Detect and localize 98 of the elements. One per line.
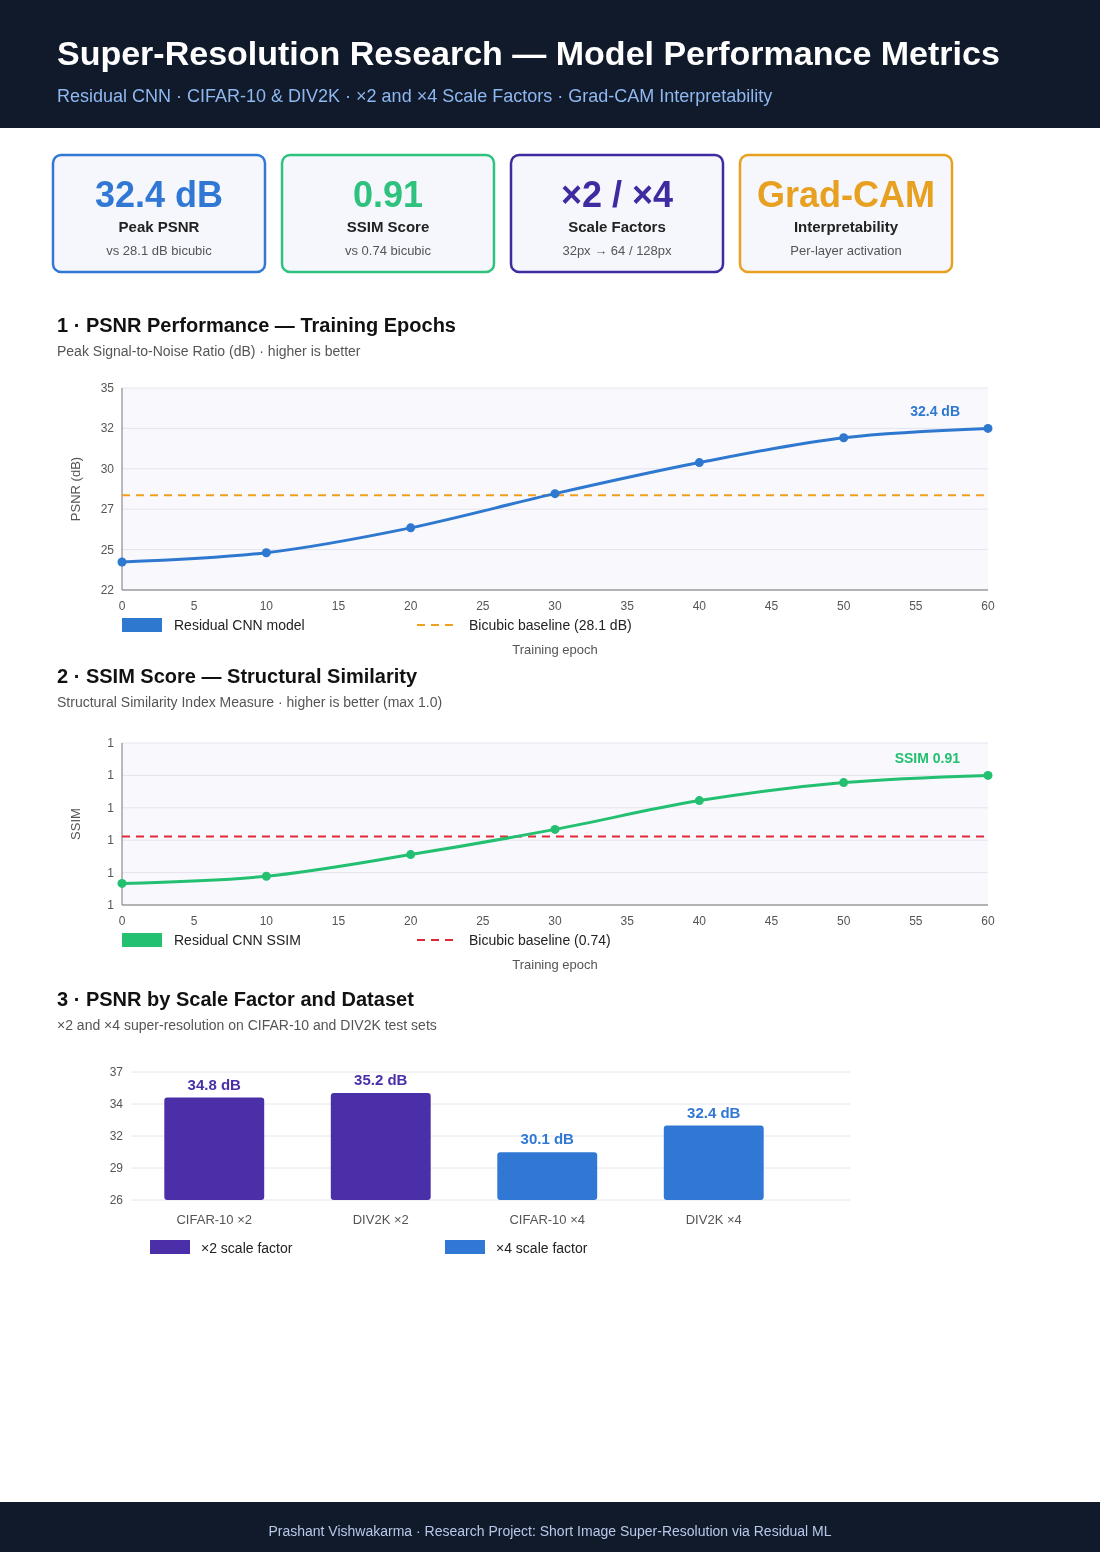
y-tick-label: 29 [109, 1161, 124, 1175]
x-tick-label: 25 [476, 599, 490, 613]
text: 32px → 64 / 128px [562, 243, 673, 258]
data-label: 35.2 dB [354, 1070, 408, 1088]
point [694, 796, 704, 806]
text: ×2 / ×4 [560, 174, 674, 215]
point [550, 489, 560, 499]
chart-title: 1 · PSNR Performance — Training Epochs [57, 314, 456, 336]
legend-label: ×4 scale factor [496, 1240, 588, 1256]
x-tick-label: 30 [548, 914, 562, 928]
point [550, 824, 560, 834]
y-tick-label: 34 [109, 1097, 124, 1111]
y-tick-label: 27 [100, 502, 115, 517]
x-tick-label: 0 [118, 599, 126, 613]
text: vs 0.74 bicubic [345, 243, 432, 258]
x-tick-label: 40 [692, 914, 707, 928]
x-axis-title: Training epoch [512, 642, 598, 657]
text: Peak PSNR [118, 218, 200, 235]
point [261, 871, 271, 881]
legend-label: Bicubic baseline (28.1 dB) [469, 617, 632, 633]
x-tick-label: 50 [836, 914, 851, 928]
x-tick-label: 50 [836, 599, 851, 613]
chart-subtitle: Peak Signal-to-Noise Ratio (dB) · higher is better [57, 343, 361, 359]
annotation: 32.4 dB [910, 403, 960, 420]
x-tick-label: 25 [476, 914, 490, 928]
text: Interpretability [793, 218, 899, 235]
x-tick-label: 55 [909, 599, 923, 613]
x-tick-label: 5 [190, 914, 198, 928]
x-tick-label: 10 [259, 914, 274, 928]
x-tick-label: CIFAR-10 ×2 [176, 1212, 253, 1227]
point [261, 548, 271, 558]
point [406, 523, 416, 533]
x-tick-label: 20 [403, 914, 418, 928]
chart-title: 3 · PSNR by Scale Factor and Dataset [57, 988, 415, 1010]
y-tick-label: 30 [100, 461, 115, 476]
y-tick-label: 1 [107, 800, 115, 815]
x-tick-label: DIV2K ×4 [685, 1212, 742, 1227]
y-tick-label: 22 [100, 583, 115, 597]
point [117, 878, 127, 888]
y-axis-title: SSIM [68, 808, 83, 840]
text: Scale Factors [568, 218, 666, 235]
point [983, 423, 993, 433]
text: vs 28.1 dB bicubic [106, 243, 213, 258]
y-tick-label: 1 [107, 768, 115, 783]
point [117, 557, 127, 567]
y-axis-title: PSNR (dB) [68, 456, 83, 522]
x-tick-label: CIFAR-10 ×4 [509, 1212, 586, 1227]
x-tick-label: 60 [981, 599, 995, 613]
point [839, 433, 849, 443]
point [983, 770, 993, 780]
text: Grad-CAM [757, 174, 935, 215]
data-label: 34.8 dB [187, 1075, 242, 1093]
y-tick-label: 32 [109, 1129, 124, 1143]
x-tick-label: 45 [764, 599, 779, 613]
point [839, 778, 849, 788]
x-tick-label: 30 [548, 599, 562, 613]
x-tick-label: 60 [981, 914, 995, 928]
text: 32.4 dB [94, 174, 224, 215]
x-tick-label: 15 [331, 599, 346, 613]
y-tick-label: 1 [107, 865, 115, 880]
x-tick-label: 5 [190, 599, 198, 613]
chart-subtitle: Structural Similarity Index Measure · higher is better (max 1.0) [57, 694, 443, 710]
data-label: 32.4 dB [687, 1103, 741, 1121]
text: SSIM Score [346, 218, 430, 235]
text: 0.91 [352, 174, 424, 215]
y-tick-label: 1 [107, 898, 115, 912]
legend-label: Bicubic baseline (0.74) [469, 932, 611, 948]
y-tick-label: 37 [109, 1065, 124, 1079]
x-tick-label: 55 [909, 914, 923, 928]
text: Per-layer activation [790, 243, 902, 258]
chart-subtitle: ×2 and ×4 super-resolution on CIFAR-10 and DIV2K test sets [57, 1017, 437, 1033]
y-tick-label: 32 [100, 421, 115, 436]
x-tick-label: 15 [331, 914, 346, 928]
y-tick-label: 25 [100, 542, 115, 557]
y-tick-label: 1 [107, 833, 115, 848]
x-tick-label: 40 [692, 599, 707, 613]
legend-label: Residual CNN SSIM [174, 932, 301, 948]
x-tick-label: DIV2K ×2 [352, 1212, 409, 1227]
point [694, 458, 704, 468]
text: Prashant Vishwakarma · Research Project: Short Image Super-Resolution via Residual ML [268, 1523, 832, 1539]
y-tick-label: 26 [109, 1193, 124, 1207]
legend-label: Residual CNN model [174, 617, 305, 633]
point [406, 850, 416, 860]
x-axis-title: Training epoch [512, 957, 598, 972]
x-tick-label: 45 [764, 914, 779, 928]
chart-title: 2 · SSIM Score — Structural Similarity [57, 665, 418, 687]
y-tick-label: 35 [100, 381, 115, 395]
text: Residual CNN · CIFAR-10 & DIV2K · ×2 and ×4 Scale Factors · Grad-CAM Interpretability [57, 86, 773, 106]
data-label: 30.1 dB [520, 1130, 575, 1148]
text: Super-Resolution Research — Model Performance Metrics [57, 34, 1000, 72]
x-tick-label: 10 [259, 599, 274, 613]
legend-label: ×2 scale factor [201, 1240, 293, 1256]
annotation: SSIM 0.91 [894, 750, 961, 767]
y-tick-label: 1 [107, 736, 115, 750]
x-tick-label: 35 [620, 599, 635, 613]
x-tick-label: 0 [118, 914, 126, 928]
x-tick-label: 20 [403, 599, 418, 613]
x-tick-label: 35 [620, 914, 635, 928]
